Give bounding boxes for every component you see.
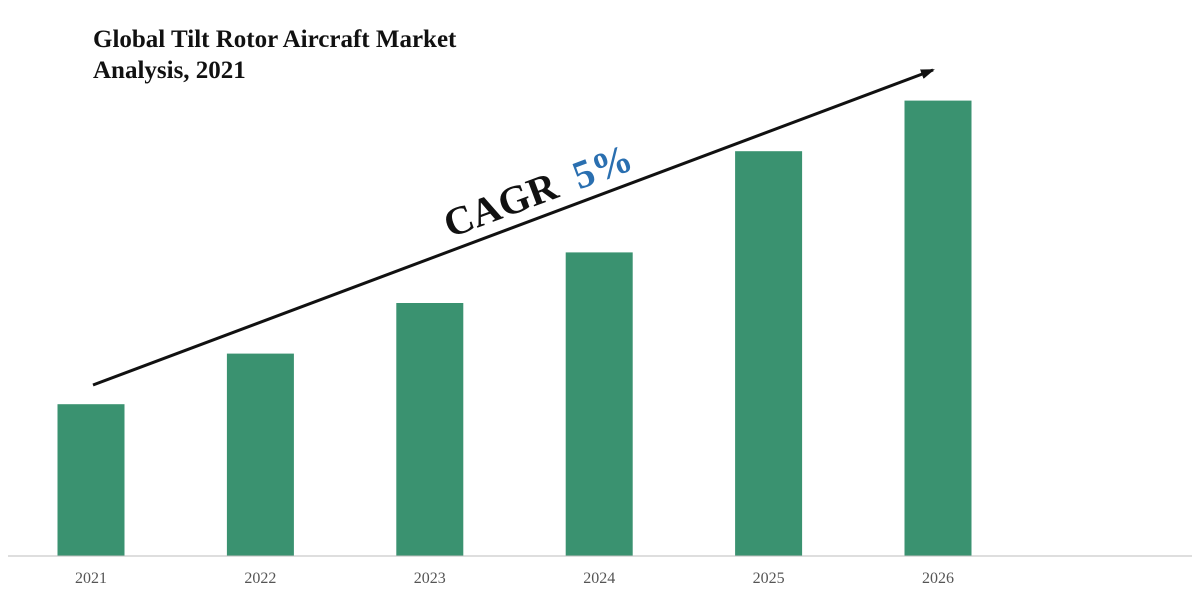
- x-tick-label: 2021: [75, 570, 107, 587]
- bar-2023: [396, 303, 464, 556]
- chart-title: Global Tilt Rotor Aircraft Market Analys…: [93, 24, 533, 86]
- cagr-value: 5%: [566, 135, 638, 198]
- chart-title-line2: Analysis, 2021: [93, 57, 246, 84]
- x-tick-label: 2024: [583, 570, 615, 587]
- x-tick-label: 2026: [922, 570, 954, 587]
- bar-2026: [904, 100, 972, 556]
- x-tick-label: 2023: [414, 570, 446, 587]
- bar-2025: [735, 151, 803, 556]
- bar-2022: [226, 353, 294, 556]
- cagr-trend-arrow: [92, 68, 935, 387]
- cagr-label: CAGR: [437, 163, 564, 247]
- x-tick-label: 2025: [753, 570, 785, 587]
- x-tick-label: 2022: [244, 570, 276, 587]
- bar-2024: [565, 252, 633, 556]
- chart-title-line1: Global Tilt Rotor Aircraft Market: [93, 26, 457, 53]
- bar-2021: [57, 404, 125, 556]
